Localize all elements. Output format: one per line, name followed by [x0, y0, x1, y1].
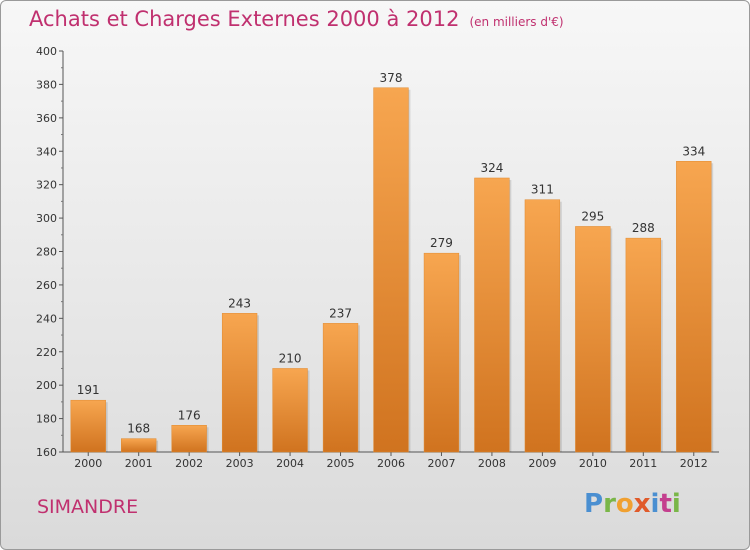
x-tick-label: 2010	[579, 457, 607, 470]
brand-letter: x	[633, 489, 651, 519]
bar-2001	[121, 438, 157, 453]
bar-value-label: 243	[228, 296, 251, 310]
y-tick-label: 180	[36, 413, 57, 426]
x-tick-label: 2006	[377, 457, 405, 470]
bar-2003	[221, 313, 258, 453]
brand-letter: t	[659, 489, 672, 519]
brand-letter: r	[603, 489, 616, 519]
x-tick-label: 2011	[629, 457, 657, 470]
title-text: Achats et Charges Externes 2000 à 2012	[29, 7, 460, 31]
data-labels: 191 168 176 243 210 237 378 279 324 311 295 288 334	[77, 71, 705, 436]
y-tick-label: 280	[36, 246, 57, 259]
chart-subtitle: (en milliers d'€)	[469, 15, 564, 29]
y-tick-label: 320	[36, 179, 57, 192]
y-tick-label: 200	[36, 379, 57, 392]
bar-value-label: 311	[531, 183, 554, 197]
brand-letter: P	[584, 489, 604, 519]
bar-2005	[322, 323, 359, 453]
bar-2004	[272, 368, 308, 453]
y-tick-label: 400	[36, 45, 57, 58]
y-tick-label: 340	[36, 145, 57, 158]
bar-2006	[373, 87, 409, 453]
bar-2009	[524, 199, 561, 453]
x-tick-label: 2007	[427, 457, 455, 470]
bar-2010	[575, 226, 611, 453]
x-tick-label: 2001	[125, 457, 153, 470]
bar-2008	[474, 177, 510, 453]
y-tick-label: 220	[36, 346, 57, 359]
y-tick-label: 380	[36, 78, 57, 91]
bars	[70, 87, 714, 453]
bar-value-label: 210	[279, 351, 302, 365]
y-tick-label: 240	[36, 312, 57, 325]
bar-2000	[70, 399, 106, 453]
bar-value-label: 295	[581, 209, 604, 223]
bar-value-label: 237	[329, 306, 352, 320]
chart-title: Achats et Charges Externes 2000 à 2012 (e…	[29, 7, 564, 31]
bar-2007	[423, 252, 460, 453]
brand-letter: i	[671, 489, 681, 519]
location-name: SIMANDRE	[37, 496, 139, 518]
bar-value-label: 324	[480, 161, 503, 175]
x-tick-label: 2012	[680, 457, 708, 470]
bar-value-label: 288	[632, 221, 655, 235]
x-tick-label: 2003	[226, 457, 254, 470]
bar-2012	[676, 161, 712, 453]
x-tick-label: 2000	[74, 457, 102, 470]
bar-value-label: 191	[77, 383, 100, 397]
y-tick-label: 360	[36, 112, 57, 125]
y-tick-label: 160	[36, 446, 57, 459]
x-tick-label: 2005	[327, 457, 355, 470]
bar-value-label: 168	[127, 422, 150, 436]
bar-value-label: 334	[682, 144, 705, 158]
brand-letter: o	[615, 489, 634, 519]
bar-2002	[171, 425, 207, 453]
bar-value-label: 378	[380, 71, 403, 85]
bar-value-label: 279	[430, 236, 453, 250]
bar-value-label: 176	[178, 408, 201, 422]
x-tick-label: 2008	[478, 457, 506, 470]
x-tick-label: 2009	[528, 457, 556, 470]
y-tick-label: 260	[36, 279, 57, 292]
x-tick-label: 2004	[276, 457, 304, 470]
x-tick-label: 2002	[175, 457, 203, 470]
axes: 160 180 200 220 240 260 280 300 320 340 360 380 400 2…	[36, 45, 719, 470]
brand-logo: Proxiti	[584, 489, 681, 519]
y-tick-label: 300	[36, 212, 57, 225]
brand-letter: i	[650, 489, 660, 519]
bar-2011	[625, 237, 661, 453]
